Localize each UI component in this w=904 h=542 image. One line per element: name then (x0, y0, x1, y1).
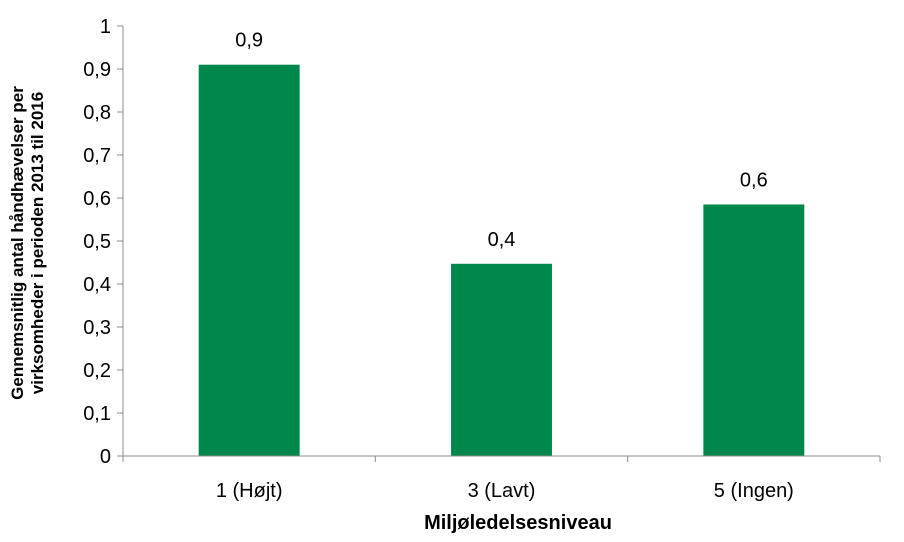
y-tick-label: 0 (100, 446, 111, 468)
bar-value-label: 0,4 (488, 229, 516, 251)
y-tick-label: 0,5 (83, 231, 111, 253)
x-axis: 1 (Højt) 3 (Lavt) 5 (Ingen) (122, 455, 881, 502)
bars (198, 64, 805, 456)
bar (198, 64, 300, 456)
y-axis-title-line-2: virksomheder i perioden 2013 til 2016 (28, 92, 47, 394)
x-category-label: 3 (Lavt) (468, 480, 536, 502)
bar (451, 263, 552, 456)
y-tick-label: 0,3 (83, 317, 111, 339)
y-tick-label: 1 (100, 16, 111, 38)
y-axis-title-line-1: Gennemsnitlig antal håndhævelser per (8, 86, 27, 400)
y-tick-label: 0,4 (83, 274, 111, 296)
y-axis: 0 0,1 0,2 0,3 0,4 0,5 0,6 0,7 0,8 0,9 1 (83, 16, 124, 468)
bar-value-label: 0,9 (235, 30, 263, 52)
bar-value-label: 0,6 (740, 169, 768, 191)
y-tick-label: 0,6 (83, 188, 111, 210)
x-category-label: 5 (Ingen) (714, 480, 794, 502)
bar (703, 204, 805, 456)
x-axis-title: Miljøledelsesniveau (424, 512, 612, 534)
y-tick-label: 0,7 (83, 145, 111, 167)
y-tick-label: 0,8 (83, 102, 111, 124)
data-labels: 0,9 0,4 0,6 (235, 30, 767, 251)
y-tick-label: 0,9 (83, 59, 111, 81)
x-category-label: 1 (Højt) (216, 480, 283, 502)
y-tick-label: 0,1 (83, 403, 111, 425)
y-tick-label: 0,2 (83, 360, 111, 382)
y-axis-title: Gennemsnitlig antal håndhævelser per vir… (8, 86, 47, 400)
